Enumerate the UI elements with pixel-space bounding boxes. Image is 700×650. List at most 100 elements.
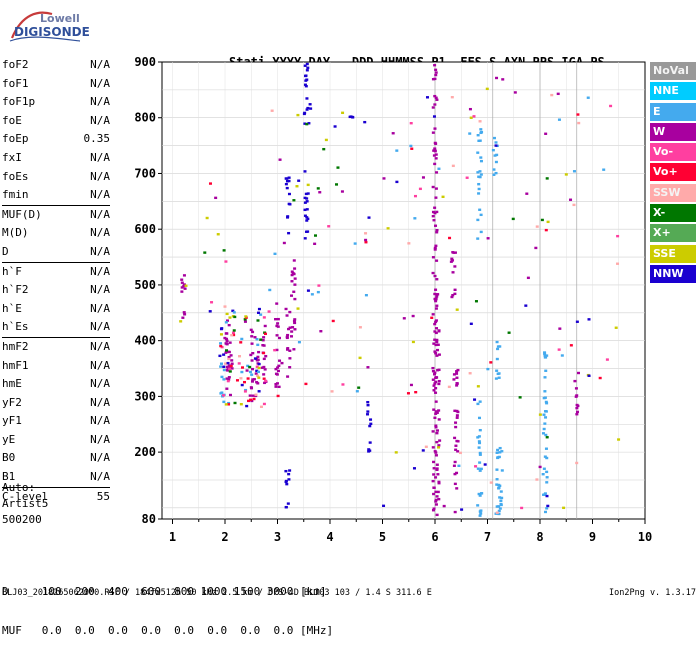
- ionogram-echo-point: [316, 290, 320, 294]
- ionogram-echo-point: [246, 364, 250, 368]
- ionogram-echo-point: [469, 322, 473, 325]
- ionogram-echo-point: [478, 510, 482, 513]
- ionogram-echo-point: [222, 394, 226, 397]
- x-tick-label: 3: [274, 530, 281, 544]
- param-name: foF1p: [2, 95, 36, 109]
- param-name: MUF(D): [2, 207, 42, 221]
- param-name: foF2: [2, 58, 29, 71]
- ionogram-echo-point: [465, 176, 469, 179]
- ionogram-echo-point: [284, 479, 288, 483]
- ionogram-echo-point: [436, 473, 440, 476]
- ionogram-echo-point: [224, 321, 228, 324]
- ionogram-echo-point: [232, 333, 236, 337]
- ionogram-echo-point: [257, 376, 261, 379]
- ionogram-echo-point: [432, 384, 436, 387]
- ionogram-echo-point: [460, 508, 464, 511]
- ionogram-echo-point: [609, 104, 613, 108]
- ionogram-echo-point: [478, 441, 482, 445]
- ionogram-echo-point: [496, 372, 500, 376]
- ionogram-echo-point: [478, 208, 482, 211]
- ionogram-echo-point: [478, 451, 482, 455]
- ionogram-echo-point: [292, 319, 296, 323]
- ionogram-echo-point: [494, 377, 498, 380]
- ionogram-echo-point: [249, 328, 253, 332]
- ionogram-echo-point: [222, 353, 226, 356]
- ionogram-echo-point: [557, 348, 561, 351]
- ionogram-echo-point: [287, 179, 291, 183]
- d-muf-table: D 100 200 400 600 800 1000 1500 3000 [km…: [2, 559, 333, 650]
- ionogram-echo-point: [575, 461, 579, 465]
- y-tick-label: 900: [134, 55, 156, 69]
- param-row-foe: foE N/A: [2, 112, 110, 131]
- ionogram-echo-point: [441, 195, 445, 199]
- ionogram-echo-point: [544, 132, 548, 135]
- ionogram-echo-point: [250, 373, 254, 376]
- ionogram-echo-point: [285, 348, 289, 351]
- ionogram-echo-point: [525, 192, 529, 195]
- param-row-fof1: foF1 N/A: [2, 75, 110, 94]
- ionogram-echo-point: [498, 496, 502, 499]
- ionogram-echo-point: [291, 326, 295, 329]
- ionogram-echo-point: [474, 465, 478, 468]
- legend-item-sse: SSE: [650, 244, 696, 263]
- param-value: N/A: [90, 169, 110, 183]
- ionogram-echo-point: [409, 144, 413, 148]
- ionogram-echo-point: [456, 410, 460, 414]
- ionogram-echo-point: [433, 382, 437, 385]
- ionogram-echo-point: [256, 343, 260, 347]
- ionogram-echo-point: [576, 113, 580, 116]
- ionogram-echo-point: [434, 451, 438, 454]
- ionogram-echo-point: [495, 153, 499, 157]
- ionogram-echo-point: [476, 385, 480, 388]
- ionogram-echo-point: [478, 120, 482, 123]
- ionogram-echo-point: [327, 225, 331, 228]
- y-tick-label: 300: [134, 389, 156, 403]
- ionogram-echo-point: [431, 479, 435, 483]
- ionogram-echo-point: [494, 171, 498, 175]
- ionogram-echo-point: [324, 138, 328, 142]
- ionogram-echo-point: [479, 213, 483, 217]
- ionogram-echo-point: [254, 393, 258, 396]
- ionogram-echo-point: [297, 340, 301, 344]
- param-row-b1: B1 N/A: [2, 468, 110, 487]
- ionogram-echo-point: [433, 373, 437, 376]
- ionogram-echo-point: [366, 413, 370, 416]
- ionogram-echo-point: [229, 354, 233, 357]
- ionogram-echo-point: [293, 328, 297, 331]
- ionogram-echo-point: [435, 495, 439, 498]
- ionogram-echo-point: [292, 348, 296, 351]
- ionogram-echo-point: [287, 231, 291, 235]
- ionogram-echo-point: [181, 316, 185, 319]
- ionogram-echo-point: [575, 410, 579, 414]
- ionogram-echo-point: [616, 262, 620, 265]
- ionogram-echo-point: [305, 122, 309, 126]
- ionogram-echo-point: [605, 358, 609, 361]
- ionogram-echo-point: [227, 376, 231, 379]
- param-value: N/A: [90, 470, 110, 484]
- ionogram-echo-point: [455, 370, 459, 373]
- ionogram-echo-point: [293, 283, 297, 286]
- ionogram-echo-point: [499, 499, 503, 502]
- ionogram-echo-point: [284, 307, 288, 311]
- ionogram-echo-point: [453, 265, 457, 268]
- ionogram-echo-point: [224, 362, 228, 365]
- ionogram-echo-point: [495, 483, 499, 486]
- ionogram-echo-point: [543, 455, 547, 458]
- ionogram-echo-point: [305, 69, 309, 72]
- x-tick-label: 6: [431, 530, 438, 544]
- ionogram-echo-point: [478, 400, 482, 403]
- ionogram-echo-point: [303, 170, 307, 173]
- ionogram-echo-point: [434, 307, 438, 310]
- ionogram-echo-point: [305, 78, 309, 81]
- ionogram-echo-point: [302, 112, 306, 116]
- ionogram-echo-point: [524, 304, 528, 307]
- ionogram-echo-point: [431, 378, 435, 381]
- ionogram-echo-point: [587, 318, 591, 321]
- ionogram-echo-point: [310, 293, 314, 296]
- ionogram-echo-point: [543, 422, 547, 425]
- param-row-hmf2: hmF2 N/A: [2, 336, 110, 357]
- ionogram-echo-point: [434, 498, 438, 502]
- ionogram-echo-point: [434, 153, 438, 156]
- ionogram-echo-point: [496, 448, 500, 452]
- ionogram-echo-point: [264, 354, 268, 358]
